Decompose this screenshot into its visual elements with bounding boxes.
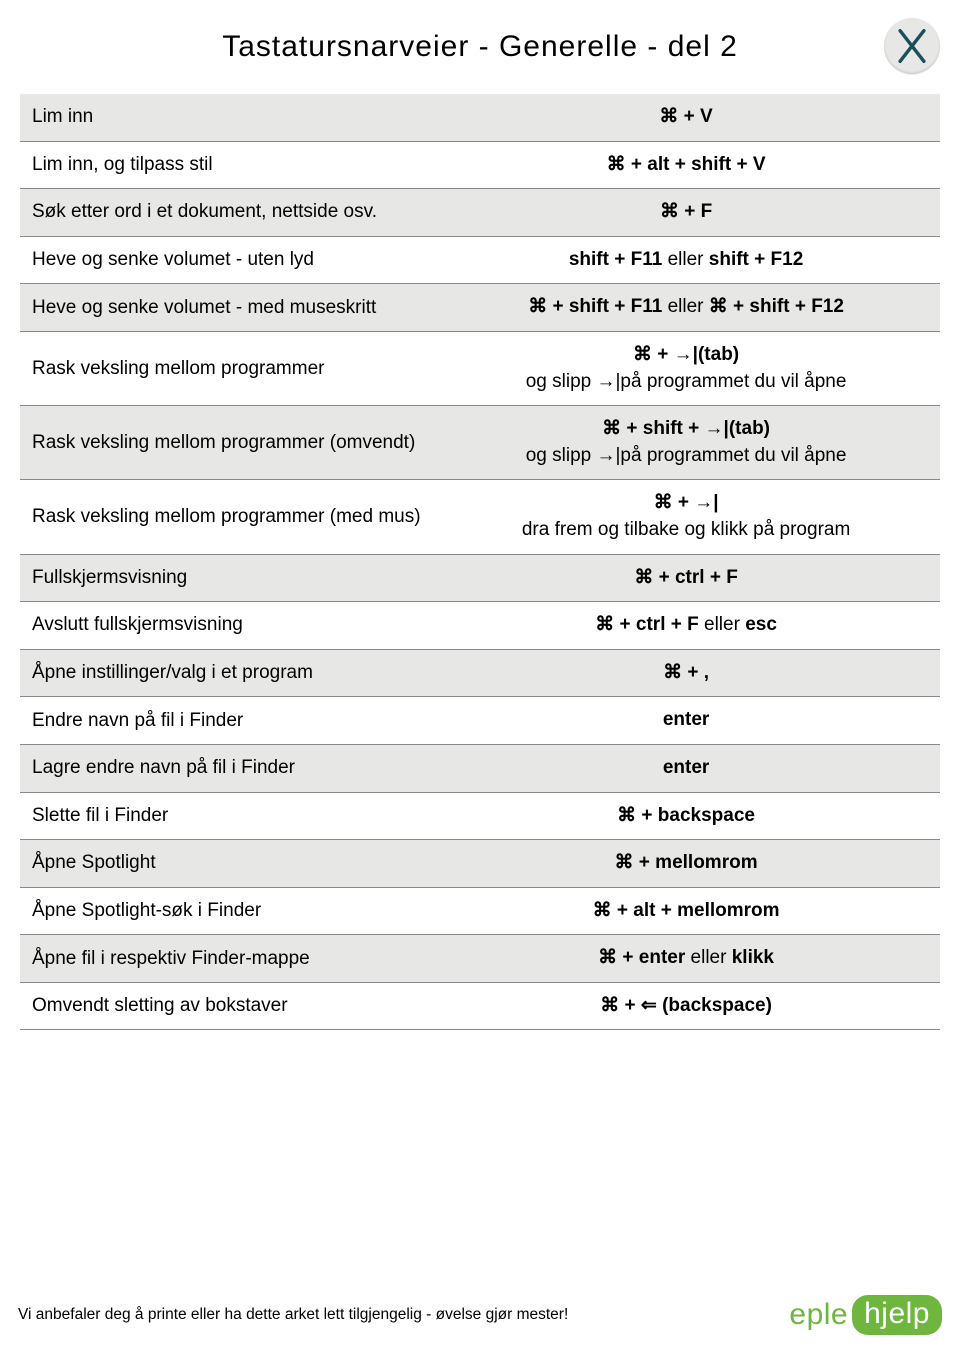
shortcut-keys: ⌘ + shift + →|(tab)og slipp →|på program… <box>444 416 928 469</box>
shortcut-keys: ⌘ + backspace <box>444 803 928 830</box>
shortcut-keys: enter <box>444 755 928 782</box>
shortcut-label: Åpne Spotlight <box>32 852 444 874</box>
page-title: Tastatursnarveier - Generelle - del 2 <box>20 30 940 64</box>
footer: Vi anbefaler deg å printe eller ha dette… <box>0 1295 960 1335</box>
table-row: Fullskjermsvisning⌘ + ctrl + F <box>20 555 940 603</box>
shortcut-label: Heve og senke volumet - med museskritt <box>32 297 444 319</box>
shortcut-keys: enter <box>444 707 928 734</box>
shortcut-label: Åpne Spotlight-søk i Finder <box>32 900 444 922</box>
shortcut-keys: ⌘ + , <box>444 660 928 687</box>
shortcut-label: Lim inn, og tilpass stil <box>32 154 444 176</box>
shortcut-keys: ⌘ + →|(tab)og slipp →|på programmet du v… <box>444 342 928 395</box>
logo: eple hjelp <box>789 1295 942 1335</box>
shortcut-label: Slette fil i Finder <box>32 805 444 827</box>
shortcut-label: Heve og senke volumet - uten lyd <box>32 249 444 271</box>
shortcut-keys: ⌘ + F <box>444 199 928 226</box>
shortcut-label: Rask veksling mellom programmer <box>32 358 444 380</box>
table-row: Åpne fil i respektiv Finder-mappe⌘ + ent… <box>20 935 940 983</box>
shortcut-keys: ⌘ + ctrl + F <box>444 565 928 592</box>
shortcut-keys: ⌘ + alt + mellomrom <box>444 898 928 925</box>
shortcut-label: Rask veksling mellom programmer (med mus… <box>32 506 444 528</box>
shortcut-label: Lagre endre navn på fil i Finder <box>32 757 444 779</box>
shortcut-label: Omvendt sletting av bokstaver <box>32 995 444 1017</box>
footer-text: Vi anbefaler deg å printe eller ha dette… <box>18 1306 568 1324</box>
table-row: Åpne instillinger/valg i et program⌘ + , <box>20 650 940 698</box>
close-icon <box>895 27 929 65</box>
shortcut-keys: ⌘ + ⇐ (backspace) <box>444 993 928 1020</box>
shortcut-keys: ⌘ + alt + shift + V <box>444 152 928 179</box>
table-row: Avslutt fullskjermsvisning⌘ + ctrl + F e… <box>20 602 940 650</box>
shortcut-keys: shift + F11 eller shift + F12 <box>444 247 928 274</box>
table-row: Endre navn på fil i Finderenter <box>20 697 940 745</box>
shortcut-keys: ⌘ + mellomrom <box>444 850 928 877</box>
table-row: Rask veksling mellom programmer (omvendt… <box>20 406 940 480</box>
shortcut-label: Lim inn <box>32 106 444 128</box>
table-row: Rask veksling mellom programmer⌘ + →|(ta… <box>20 332 940 406</box>
table-row: Heve og senke volumet - uten lydshift + … <box>20 237 940 285</box>
shortcut-label: Åpne instillinger/valg i et program <box>32 662 444 684</box>
table-row: Åpne Spotlight⌘ + mellomrom <box>20 840 940 888</box>
shortcut-label: Endre navn på fil i Finder <box>32 710 444 732</box>
shortcut-label: Fullskjermsvisning <box>32 567 444 589</box>
shortcut-keys: ⌘ + V <box>444 104 928 131</box>
table-row: Omvendt sletting av bokstaver⌘ + ⇐ (back… <box>20 983 940 1031</box>
logo-part2: hjelp <box>852 1295 942 1335</box>
logo-part1: eple <box>789 1298 848 1332</box>
shortcut-label: Avslutt fullskjermsvisning <box>32 614 444 636</box>
shortcut-label: Søk etter ord i et dokument, nettside os… <box>32 201 444 223</box>
shortcut-keys: ⌘ + →|dra frem og tilbake og klikk på pr… <box>444 490 928 543</box>
header: Tastatursnarveier - Generelle - del 2 <box>0 0 960 84</box>
shortcut-keys: ⌘ + enter eller klikk <box>444 945 928 972</box>
table-row: Lim inn⌘ + V <box>20 94 940 142</box>
shortcut-table: Lim inn⌘ + VLim inn, og tilpass stil⌘ + … <box>20 94 940 1030</box>
table-row: Lim inn, og tilpass stil⌘ + alt + shift … <box>20 142 940 190</box>
shortcut-label: Åpne fil i respektiv Finder-mappe <box>32 948 444 970</box>
shortcut-label: Rask veksling mellom programmer (omvendt… <box>32 432 444 454</box>
table-row: Rask veksling mellom programmer (med mus… <box>20 480 940 554</box>
table-row: Søk etter ord i et dokument, nettside os… <box>20 189 940 237</box>
shortcut-keys: ⌘ + ctrl + F eller esc <box>444 612 928 639</box>
table-row: Lagre endre navn på fil i Finderenter <box>20 745 940 793</box>
table-row: Slette fil i Finder⌘ + backspace <box>20 793 940 841</box>
table-row: Heve og senke volumet - med museskritt⌘ … <box>20 284 940 332</box>
table-row: Åpne Spotlight-søk i Finder⌘ + alt + mel… <box>20 888 940 936</box>
shortcut-keys: ⌘ + shift + F11 eller ⌘ + shift + F12 <box>444 294 928 321</box>
close-button[interactable] <box>884 18 940 74</box>
